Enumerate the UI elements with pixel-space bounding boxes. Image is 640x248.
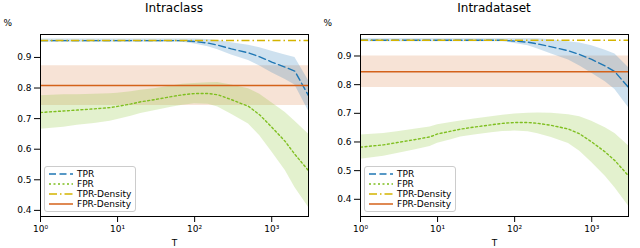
- html-text:FPR: FPR: [77, 179, 94, 189]
- svg-text:0.9: 0.9: [17, 52, 32, 62]
- html-text:FPR-Density: FPR-Density: [77, 199, 131, 209]
- svg-text:0.4: 0.4: [337, 194, 352, 204]
- svg-text:10¹: 10¹: [430, 224, 445, 234]
- svg-text:0.8: 0.8: [337, 80, 352, 90]
- svg-text:10²: 10²: [507, 224, 522, 234]
- svg-text:0.7: 0.7: [17, 113, 31, 123]
- svg-text:0.9: 0.9: [337, 51, 352, 61]
- svg-text:10¹: 10¹: [110, 224, 125, 234]
- svg-text:T: T: [491, 238, 498, 248]
- svg-text:0.7: 0.7: [337, 108, 351, 118]
- html-text:FPR: FPR: [397, 179, 414, 189]
- svg-text:%: %: [4, 18, 13, 28]
- html-text:TPR: TPR: [397, 169, 415, 179]
- html-text:FPR-Density: FPR-Density: [397, 199, 451, 209]
- svg-text:0.4: 0.4: [17, 205, 32, 215]
- svg-text:%: %: [324, 18, 333, 28]
- svg-text:0.8: 0.8: [17, 83, 32, 93]
- svg-text:10⁰: 10⁰: [353, 224, 368, 234]
- html-text:Intraclass: Intraclass: [145, 1, 203, 15]
- svg-text:10²: 10²: [187, 224, 202, 234]
- svg-text:0.5: 0.5: [337, 166, 351, 176]
- html-text:TPR-Density: TPR-Density: [397, 189, 452, 199]
- html-text:TPR-Density: TPR-Density: [77, 189, 132, 199]
- svg-text:0.5: 0.5: [17, 175, 31, 185]
- svg-text:10³: 10³: [264, 224, 279, 234]
- svg-text:10³: 10³: [584, 224, 599, 234]
- html-text:TPR: TPR: [77, 169, 95, 179]
- svg-text:10⁰: 10⁰: [33, 224, 48, 234]
- svg-text:0.6: 0.6: [17, 144, 32, 154]
- html-text:Intradataset: Intradataset: [457, 1, 531, 15]
- svg-text:T: T: [171, 238, 178, 248]
- svg-text:0.6: 0.6: [337, 137, 352, 147]
